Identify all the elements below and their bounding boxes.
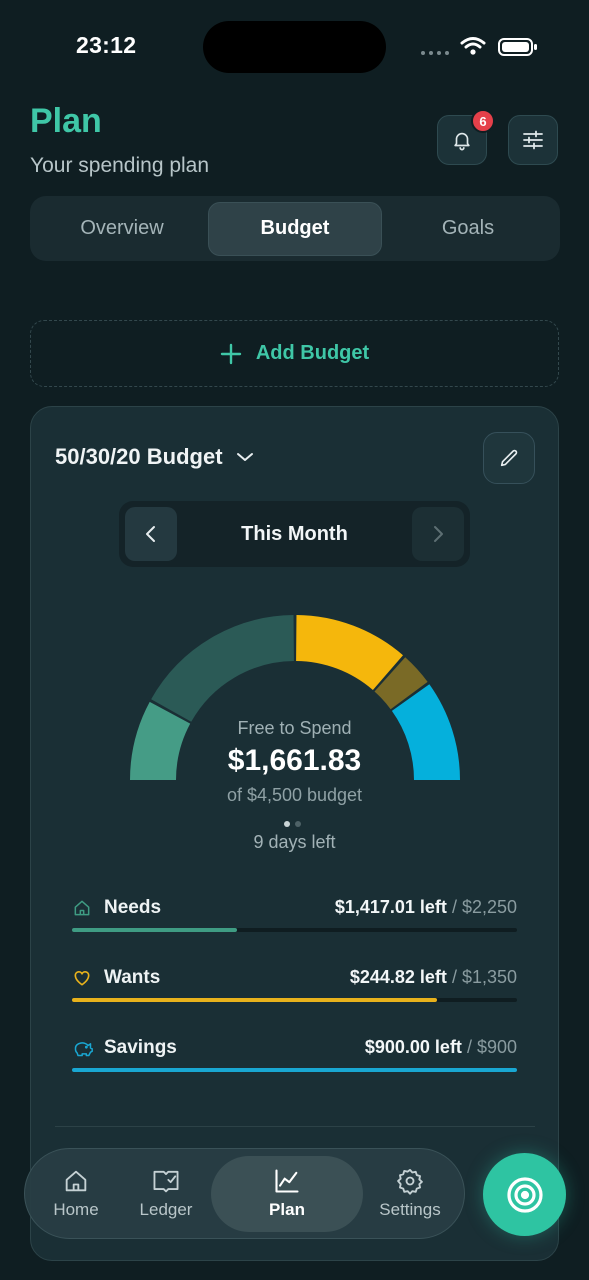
chevron-right-icon: [433, 526, 443, 542]
category-savings[interactable]: Savings $900.00 left / $900: [72, 1037, 517, 1087]
progress-fill: [72, 998, 437, 1002]
nav-label: Plan: [269, 1200, 305, 1219]
nav-home[interactable]: Home: [31, 1156, 121, 1232]
nav-ledger[interactable]: Ledger: [121, 1156, 211, 1232]
category-amount: $244.82 left / $1,350: [350, 967, 517, 988]
category-left: $244.82 left: [349, 967, 447, 987]
page-title: Plan: [30, 102, 102, 140]
next-period-button[interactable]: [411, 507, 464, 561]
gauge-segment: [391, 684, 460, 781]
free-to-spend-label: Free to Spend: [237, 718, 352, 738]
period-label: This Month: [241, 522, 348, 545]
progress-fill: [72, 928, 237, 932]
home-icon: [65, 1170, 87, 1192]
plus-icon: [220, 343, 242, 364]
dynamic-island: [203, 21, 386, 73]
category-name: Wants: [104, 967, 161, 988]
category-name: Savings: [104, 1037, 177, 1058]
nav-plan[interactable]: Plan: [211, 1155, 363, 1232]
category-needs[interactable]: Needs $1,417.01 left / $2,250: [72, 897, 517, 947]
notifications-button[interactable]: [437, 115, 487, 165]
category-total: / $900: [466, 1037, 517, 1057]
filter-button[interactable]: [508, 115, 558, 165]
cellular-signal-icon: [421, 51, 449, 55]
category-name: Needs: [104, 897, 162, 918]
chart-icon: [275, 1169, 299, 1193]
nav-label: Home: [53, 1200, 99, 1219]
battery-icon: [498, 38, 537, 56]
budget-selector[interactable]: 50/30/20 Budget: [55, 444, 255, 470]
days-left-text: 9 days left: [253, 832, 336, 852]
page-dot-active: [284, 821, 290, 827]
category-left: $1,417.01 left: [334, 897, 447, 917]
gauge-segment: [130, 701, 191, 781]
ledger-icon: [153, 1170, 179, 1193]
progress-fill: [72, 1068, 517, 1072]
bell-icon: [454, 132, 470, 151]
page-indicator[interactable]: [284, 821, 301, 827]
card-divider: [55, 1126, 535, 1127]
free-to-spend-amount: $1,661.83: [227, 744, 362, 777]
target-fab-button[interactable]: [483, 1153, 566, 1236]
period-navigator: This Month: [119, 501, 470, 567]
category-total: / $2,250: [451, 897, 517, 917]
tab-overview[interactable]: Overview: [80, 217, 164, 239]
progress-track: [72, 928, 517, 932]
gear-icon: [397, 1168, 423, 1195]
wifi-icon: [460, 37, 486, 55]
status-time: 23:12: [76, 32, 137, 58]
previous-period-button[interactable]: [125, 507, 177, 561]
category-total: / $1,350: [451, 967, 517, 987]
page-subtitle: Your spending plan: [30, 154, 210, 177]
category-amount: $900.00 left / $900: [365, 1037, 517, 1058]
bottom-navigation: Home Ledger Plan Settings: [24, 1148, 465, 1239]
nav-settings[interactable]: Settings: [363, 1156, 457, 1232]
sliders-icon: [523, 130, 543, 150]
edit-budget-button[interactable]: [483, 432, 535, 484]
progress-track: [72, 1068, 517, 1072]
category-left: $900.00 left: [364, 1037, 462, 1057]
target-icon: [506, 1176, 543, 1213]
page-dot: [295, 821, 301, 827]
pencil-icon: [500, 449, 518, 467]
category-amount: $1,417.01 left / $2,250: [335, 897, 517, 918]
tab-bar: Overview Budget Goals: [30, 196, 560, 261]
add-budget-label: Add Budget: [255, 342, 370, 364]
tab-goals[interactable]: Goals: [441, 217, 495, 239]
chevron-left-icon: [146, 526, 155, 542]
budget-name: 50/30/20 Budget: [55, 444, 223, 469]
add-budget-button[interactable]: Add Budget: [30, 320, 559, 387]
category-wants[interactable]: Wants $244.82 left / $1,350: [72, 967, 517, 1017]
gauge-segment: [151, 615, 295, 723]
heart-icon: [74, 970, 90, 986]
total-budget-text: of $4,500 budget: [226, 785, 363, 805]
tab-budget[interactable]: Budget: [208, 201, 382, 256]
nav-label: Settings: [379, 1200, 441, 1219]
nav-label: Ledger: [139, 1200, 193, 1219]
gauge-segment: [374, 657, 428, 710]
home-icon: [74, 900, 90, 916]
progress-track: [72, 998, 517, 1002]
gauge-segment: [295, 615, 403, 691]
chevron-down-icon: [236, 453, 253, 461]
budget-gauge: [130, 615, 460, 781]
piggy-bank-icon: [74, 1042, 93, 1057]
notification-badge: 6: [471, 109, 495, 133]
